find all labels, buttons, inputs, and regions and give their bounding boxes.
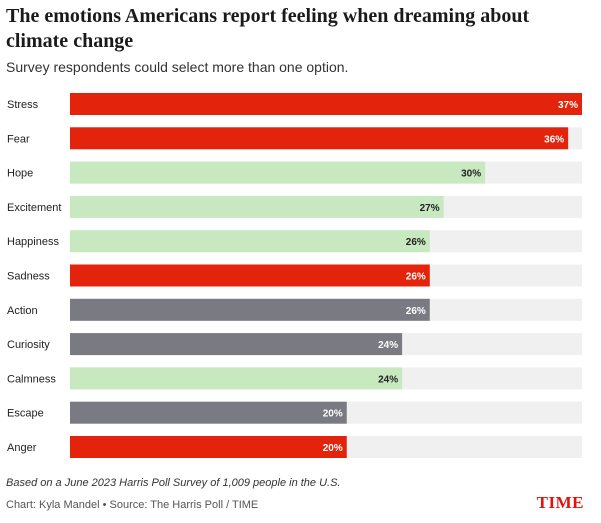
- value-label: 20%: [323, 443, 343, 454]
- chart-credit: Chart: Kyla Mandel • Source: The Harris …: [6, 499, 259, 511]
- bar-sadness: [70, 264, 430, 287]
- value-label: 30%: [461, 169, 481, 180]
- chart-subtitle: Survey respondents could select more tha…: [6, 59, 349, 75]
- bar-anger: [70, 436, 347, 458]
- bar-calmness: [70, 367, 403, 390]
- category-label: Escape: [7, 408, 44, 420]
- category-label: Sadness: [7, 271, 50, 283]
- bar-curiosity: [70, 333, 403, 356]
- value-label: 27%: [420, 203, 440, 214]
- category-label: Stress: [7, 99, 39, 111]
- category-label: Calmness: [7, 373, 56, 385]
- value-label: 20%: [323, 409, 343, 420]
- bar-fear: [70, 127, 569, 150]
- category-label: Excitement: [7, 202, 61, 214]
- value-label: 36%: [544, 134, 564, 145]
- value-label: 37%: [558, 100, 578, 111]
- brand-logo: TIME: [536, 493, 584, 512]
- value-label: 26%: [406, 272, 426, 283]
- source-note: Based on a June 2023 Harris Poll Survey …: [6, 477, 341, 489]
- value-label: 26%: [406, 306, 426, 317]
- bar-chart: Stress 37% Fear 36% Hope 30% Excitement 27% Happ…: [7, 93, 582, 458]
- category-label: Anger: [7, 442, 37, 454]
- value-label: 24%: [378, 340, 398, 351]
- bar-stress: [70, 93, 582, 115]
- value-label: 24%: [378, 374, 398, 385]
- chart-title: The emotions Americans report feeling wh…: [6, 5, 530, 52]
- category-label: Curiosity: [7, 339, 50, 351]
- bar-happiness: [70, 230, 430, 253]
- value-label: 26%: [406, 237, 426, 248]
- bar-excitement: [70, 195, 444, 218]
- bar-hope: [70, 161, 486, 184]
- category-label: Hope: [7, 168, 33, 180]
- category-label: Happiness: [7, 236, 59, 248]
- category-label: Action: [7, 305, 38, 317]
- bar-escape: [70, 401, 347, 424]
- category-label: Fear: [7, 133, 30, 145]
- bar-action: [70, 298, 430, 321]
